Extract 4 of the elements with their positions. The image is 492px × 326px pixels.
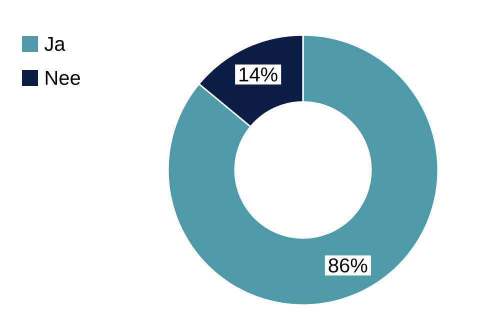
legend-label: Nee [46, 71, 80, 85]
legend-label: Ja [44, 37, 66, 51]
data-label: 86% [328, 258, 368, 273]
data-label: 14% [240, 68, 278, 82]
